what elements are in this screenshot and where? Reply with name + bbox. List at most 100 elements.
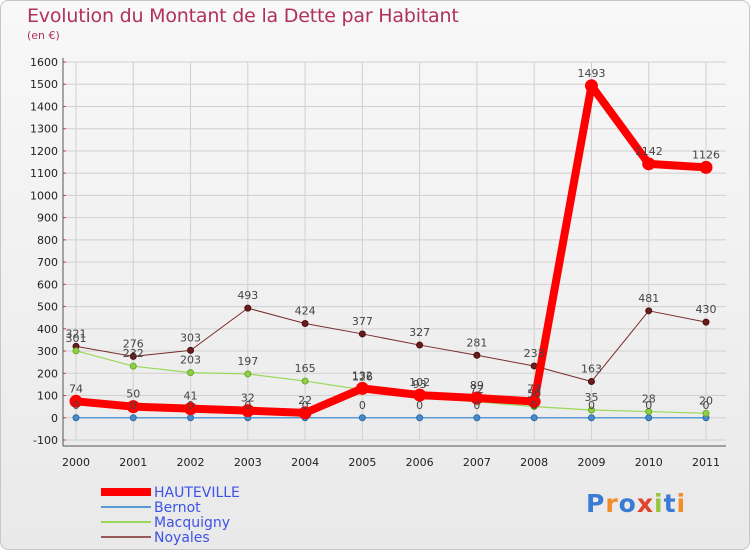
data-point-bernot [587, 414, 595, 422]
y-tick-label: 200 [37, 367, 58, 380]
data-label-hauteville: 102 [409, 376, 430, 389]
data-point-bernot [645, 414, 653, 422]
y-tick-label: 600 [37, 278, 58, 291]
x-tick-label: 2001 [119, 456, 147, 469]
data-point-macquigny [244, 370, 252, 378]
y-tick-label: 400 [37, 323, 58, 336]
data-point-noyales [129, 352, 137, 360]
legend-label-noyales: Noyales [154, 530, 210, 546]
data-label-macquigny: 203 [180, 354, 201, 367]
x-tick-label: 2003 [234, 456, 262, 469]
y-tick-label: 0 [51, 412, 58, 425]
chart-unit: (en €) [27, 29, 60, 42]
data-label-macquigny: 232 [123, 347, 144, 360]
data-point-hauteville [184, 402, 198, 416]
data-label-noyales: 327 [409, 326, 430, 339]
data-label-macquigny: 72 [470, 383, 484, 396]
data-point-bernot [416, 414, 424, 422]
data-point-hauteville [126, 400, 140, 414]
y-tick-label: 1300 [30, 123, 58, 136]
series-line-hauteville [72, 81, 710, 417]
data-label-noyales: 424 [295, 304, 316, 317]
data-point-macquigny [72, 347, 80, 355]
data-point-hauteville [298, 406, 312, 420]
x-tick-label: 2004 [291, 456, 319, 469]
data-label-macquigny: 35 [584, 391, 598, 404]
data-point-bernot [358, 414, 366, 422]
data-point-hauteville [642, 157, 656, 171]
data-label-bernot: 0 [359, 399, 366, 412]
series-line-noyales [75, 307, 707, 383]
y-tick-label: 900 [37, 212, 58, 225]
y-tick-label: 1600 [30, 56, 58, 69]
data-label-macquigny: 28 [642, 393, 656, 406]
data-point-hauteville [699, 160, 713, 174]
data-point-macquigny [301, 377, 309, 385]
data-label-bernot: 0 [473, 399, 480, 412]
data-label-bernot: 0 [73, 399, 80, 412]
data-point-noyales [244, 304, 252, 312]
data-label-hauteville: 89 [470, 379, 484, 392]
data-label-bernot: 0 [187, 399, 194, 412]
y-tick-label: 1000 [30, 189, 58, 202]
data-label-hauteville: 1142 [635, 145, 663, 158]
data-label-hauteville: 41 [184, 390, 198, 403]
data-point-noyales [187, 346, 195, 354]
data-label-hauteville: 132 [352, 369, 373, 382]
brand-letter: i [654, 489, 664, 518]
chart-title: Evolution du Montant de la Dette par Hab… [27, 5, 459, 27]
data-label-bernot: 0 [130, 399, 137, 412]
y-tick-label: 700 [37, 256, 58, 269]
data-label-bernot: 0 [645, 399, 652, 412]
data-point-macquigny [587, 406, 595, 414]
data-label-noyales: 481 [638, 292, 659, 305]
data-label-hauteville: 1493 [577, 67, 605, 80]
y-tick-label: 100 [37, 390, 58, 403]
data-point-noyales [358, 330, 366, 338]
legend-label-hauteville: HAUTEVILLE [154, 485, 240, 501]
data-label-noyales: 493 [237, 289, 258, 302]
data-point-noyales [416, 341, 424, 349]
x-tick-label: 2008 [520, 456, 548, 469]
data-point-noyales [473, 351, 481, 359]
x-tick-label: 2002 [177, 456, 205, 469]
data-label-bernot: 0 [416, 399, 423, 412]
data-point-hauteville [69, 394, 83, 408]
data-point-noyales [702, 318, 710, 326]
data-label-hauteville: 22 [298, 394, 312, 407]
brand-letter: t [663, 489, 677, 518]
data-point-noyales [587, 378, 595, 386]
data-label-macquigny: 50 [527, 388, 541, 401]
data-point-hauteville [470, 391, 484, 405]
data-label-bernot: 0 [703, 399, 710, 412]
y-tick-label: 500 [37, 301, 58, 314]
data-label-bernot: 0 [531, 399, 538, 412]
y-tick-label: 300 [37, 345, 58, 358]
x-tick-label: 2010 [635, 456, 663, 469]
data-label-bernot: 0 [588, 399, 595, 412]
data-label-macquigny: 20 [699, 394, 713, 407]
brand-logo: Proxiti [586, 489, 686, 518]
data-point-bernot [129, 414, 137, 422]
brand-letter: i [676, 489, 687, 518]
y-tick-label: 1200 [30, 145, 58, 158]
data-label-noyales: 233 [524, 347, 545, 360]
data-label-noyales: 377 [352, 315, 373, 328]
data-label-macquigny: 93 [413, 378, 427, 391]
legend-label-bernot: Bernot [154, 500, 201, 516]
data-point-hauteville [527, 395, 541, 409]
data-label-macquigny: 301 [66, 332, 87, 345]
data-point-bernot [530, 414, 538, 422]
data-label-macquigny: 197 [237, 355, 258, 368]
legend-label-macquigny: Macquigny [154, 515, 230, 531]
data-point-macquigny [645, 408, 653, 416]
data-point-macquigny [129, 362, 137, 370]
data-point-macquigny [702, 409, 710, 417]
y-tick-label: 1400 [30, 100, 58, 113]
x-tick-label: 2007 [463, 456, 491, 469]
x-tick-label: 2000 [62, 456, 90, 469]
data-point-bernot [473, 414, 481, 422]
data-point-bernot [72, 414, 80, 422]
